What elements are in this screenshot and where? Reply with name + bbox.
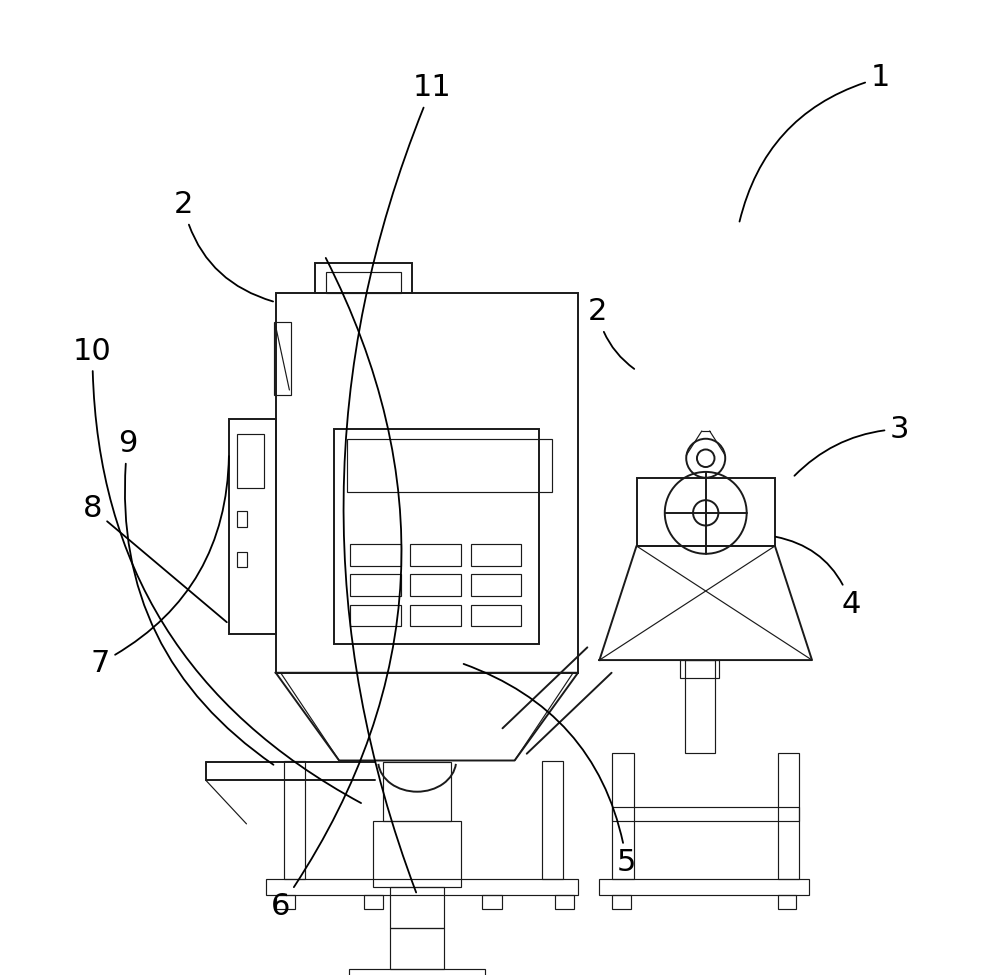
Text: 11: 11 [344,73,451,892]
Bar [276,292,578,673]
Bar [315,263,412,292]
Bar [471,604,521,626]
Bar [276,895,295,909]
Bar [410,574,461,596]
Bar [778,895,796,909]
Text: 2: 2 [588,297,634,369]
Bar [542,760,563,879]
Bar [274,322,291,395]
Bar [612,753,634,879]
Bar [349,969,485,975]
Bar [612,807,799,821]
Bar [229,419,276,634]
Bar [685,660,714,753]
Bar [471,574,521,596]
Bar [383,762,451,821]
Text: 6: 6 [271,258,401,921]
Bar [482,895,502,909]
Text: 5: 5 [464,664,636,878]
Text: 3: 3 [794,414,910,476]
Bar [410,544,461,566]
Bar [237,434,264,488]
Text: 1: 1 [740,63,890,221]
Bar [334,429,539,644]
Bar [237,511,247,526]
Bar [284,760,305,879]
Text: 8: 8 [83,494,227,622]
Bar [347,439,552,492]
Bar [680,660,719,678]
Bar [266,879,578,895]
Text: 9: 9 [118,429,273,764]
Bar [364,895,383,909]
Bar [390,928,444,969]
Bar [350,544,401,566]
Bar [410,604,461,626]
Bar [471,544,521,566]
Bar [612,895,631,909]
Bar [390,887,444,928]
Bar [373,821,461,887]
Bar [599,879,809,895]
Text: 10: 10 [73,336,361,803]
Text: 7: 7 [91,456,229,678]
Text: 2: 2 [173,190,273,301]
Bar [778,753,799,879]
Bar [555,895,574,909]
Bar [326,272,401,292]
Bar [237,552,247,567]
Bar [350,574,401,596]
Bar [637,478,775,546]
Bar [350,604,401,626]
Text: 4: 4 [776,537,861,619]
